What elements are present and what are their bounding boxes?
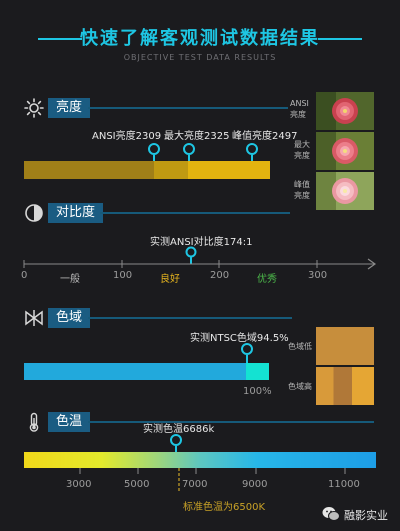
thumb-ansi-label: ANSI 亮度 (290, 99, 309, 119)
contrast-tick-label-300: 300 (308, 270, 328, 281)
peak-brightness-marker (246, 143, 258, 155)
contrast-tick-label-0: 0 (21, 270, 28, 281)
temperature-tick-label-3000: 3000 (66, 479, 92, 490)
gamut-low-label: 色域低 (288, 342, 312, 351)
gamut-end-label: 100% (243, 386, 272, 397)
flower-thumbnail-max (316, 132, 374, 170)
max-brightness-marker-line (188, 155, 190, 161)
standard-temperature-label: 标准色温为6500K (183, 502, 266, 513)
contrast-tick-label-100: 100 (113, 270, 133, 281)
thermometer-icon (24, 412, 44, 432)
temperature-tick-label-7000: 7000 (182, 479, 208, 490)
gamut-section-label: 色域 (48, 308, 91, 328)
brightness-section-rule (88, 107, 288, 109)
gamut-high-swatch (316, 367, 374, 405)
gamut-high-label: 色域高 (288, 382, 312, 391)
temperature-section-rule (88, 421, 374, 423)
temperature-measured-label: 实测色温6686k (143, 424, 215, 435)
peak-brightness-marker-line (251, 155, 253, 161)
gamut-low-swatch (316, 327, 374, 365)
max-brightness-marker (183, 143, 195, 155)
gamut-marker-line (246, 355, 248, 363)
ansi-brightness-marker-line (153, 155, 155, 161)
temperature-axis (0, 468, 400, 516)
brightness-bar-ansi (24, 161, 154, 179)
max-brightness-label: 最大亮度2325 (164, 131, 230, 142)
contrast-zone-good: 良好 (160, 274, 180, 285)
temperature-tick-label-9000: 9000 (242, 479, 268, 490)
contrast-zone-excellent: 优秀 (257, 274, 277, 285)
ansi-brightness-marker (148, 143, 160, 155)
contrast-zone-normal: 一般 (60, 274, 80, 285)
temperature-gradient-bar (24, 452, 376, 468)
title-divider-right (318, 38, 362, 40)
contrast-section-label: 对比度 (48, 203, 104, 223)
temperature-section-label: 色温 (48, 412, 91, 432)
brightness-bar-peak (188, 161, 270, 179)
gamut-measured-label: 实测NTSC色域94.5% (190, 333, 289, 344)
page-subtitle: OBJECTIVE TEST DATA RESULTS (123, 53, 277, 62)
gamut-bar-measured (24, 363, 246, 380)
temperature-marker (170, 434, 182, 446)
flower-thumbnail-peak (316, 172, 374, 210)
temperature-tick-label-5000: 5000 (124, 479, 150, 490)
temperature-marker-line (175, 446, 177, 452)
sun-icon (24, 98, 44, 118)
contrast-measured-label: 实测ANSI对比度174:1 (150, 237, 253, 248)
title-divider-left (38, 38, 82, 40)
watermark-text: 融影实业 (344, 509, 388, 522)
contrast-scale (0, 246, 400, 290)
gamut-icon (24, 308, 44, 328)
temperature-tick-label-11000: 11000 (328, 479, 360, 490)
contrast-section-rule (100, 212, 290, 214)
page-title: 快速了解客观测试数据结果 (80, 28, 320, 49)
gamut-bar-remaining (246, 363, 269, 380)
brightness-section-label: 亮度 (48, 98, 91, 118)
thumb-max-label: 最大 亮度 (294, 140, 310, 160)
flower-thumbnail-ansi (316, 92, 374, 130)
brightness-bar-max (154, 161, 188, 179)
contrast-marker (185, 246, 197, 258)
thumb-peak-label: 峰值 亮度 (294, 180, 310, 200)
contrast-axis-arrow (367, 258, 377, 270)
ansi-brightness-label: ANSI亮度2309 (92, 131, 162, 142)
gamut-marker (241, 343, 253, 355)
gamut-section-rule (88, 317, 292, 319)
contrast-icon (24, 203, 44, 223)
contrast-tick-label-200: 200 (210, 270, 230, 281)
wechat-icon (322, 506, 340, 522)
peak-brightness-label: 峰值亮度2497 (232, 131, 298, 142)
